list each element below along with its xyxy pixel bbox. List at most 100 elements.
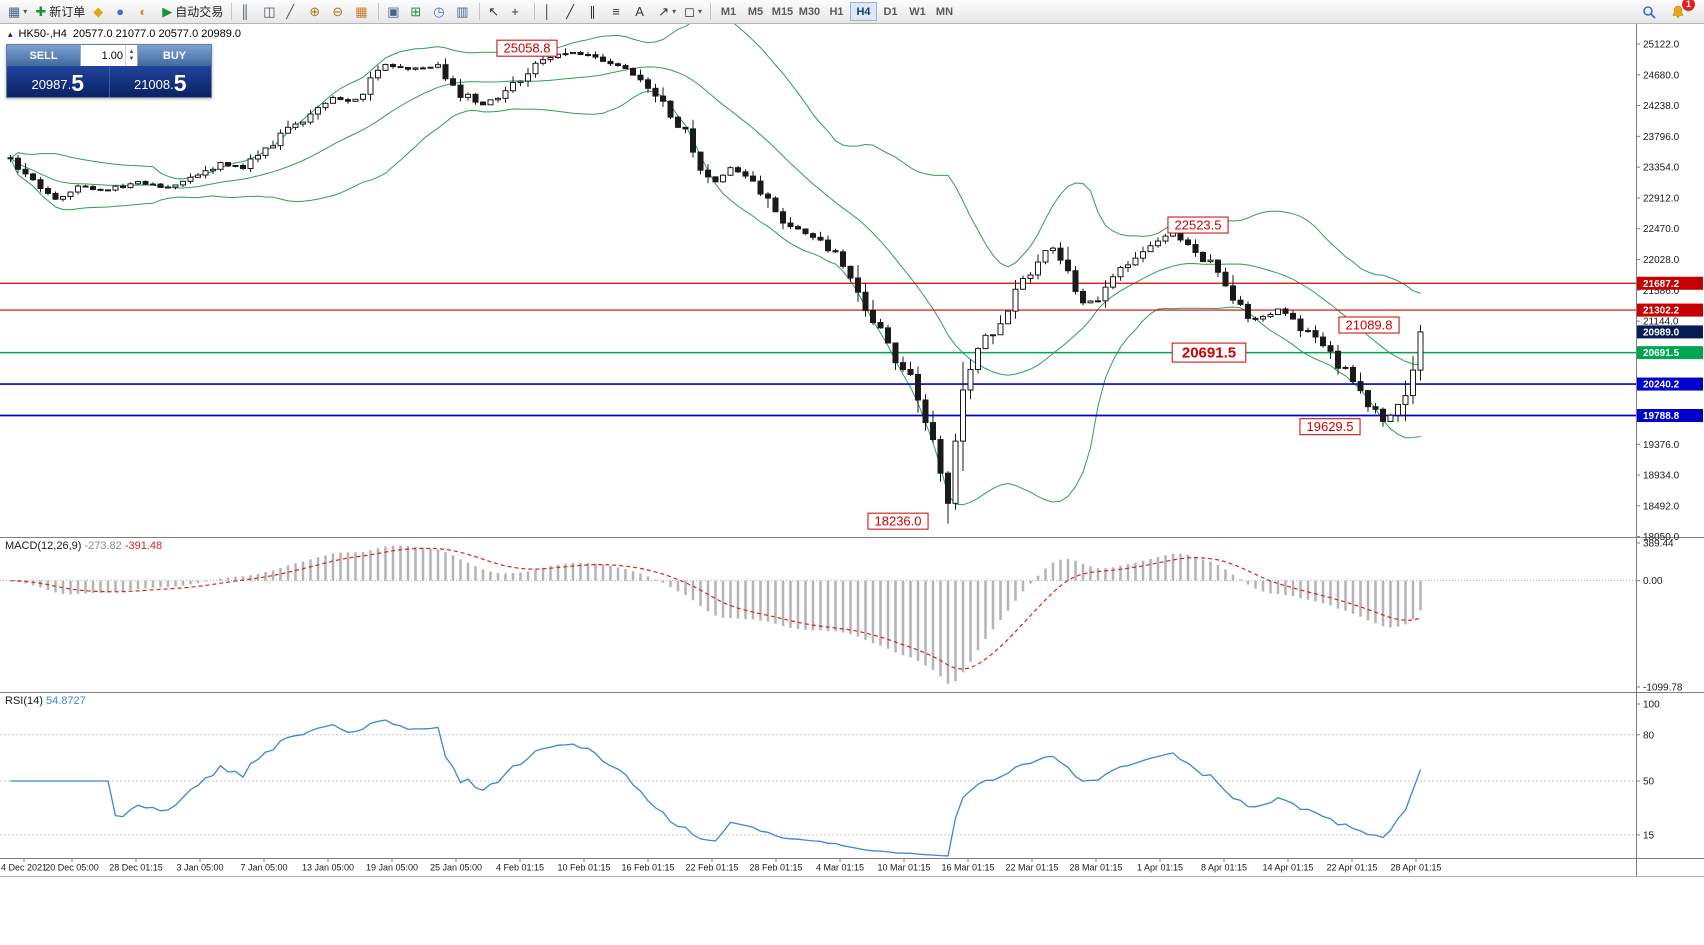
new-order-button[interactable]: ✚ 新订单 [31, 1, 89, 22]
timeframe-w1-button[interactable]: W1 [904, 2, 931, 21]
timeframe-h1-button[interactable]: H1 [823, 2, 850, 21]
volume-up-icon[interactable]: ▲ [128, 48, 135, 55]
buy-price-pips: 5 [173, 70, 187, 96]
candlestick-chart-button[interactable]: ◫ [259, 1, 282, 22]
vertical-line-button[interactable]: │ [539, 1, 562, 22]
chart-label-25058.8[interactable] [496, 39, 558, 57]
zoom-out-icon: ⊖ [332, 4, 344, 19]
chart-label-18236.0[interactable] [867, 512, 929, 530]
period-button[interactable]: ◷ [429, 1, 452, 22]
chart-shift-button[interactable]: ▥ [452, 1, 475, 22]
sell-button[interactable]: SELL [7, 45, 80, 66]
rsi-indicator [0, 719, 1636, 857]
zoom-in-icon: ⊕ [309, 4, 321, 19]
chart-label-21089.8[interactable] [1338, 316, 1400, 334]
autotrade-icon: ▶ [162, 4, 173, 19]
price-badge-20691.5[interactable] [1637, 346, 1703, 360]
toolbar-right: 1 [1638, 0, 1700, 22]
tile-windows-button[interactable]: ▦ [351, 1, 374, 22]
price-badge-20240.2[interactable] [1637, 377, 1703, 391]
channel-button[interactable]: ∥ [585, 1, 608, 22]
volume-input[interactable] [81, 45, 125, 66]
volume-stepper[interactable]: ▲ ▼ [125, 45, 137, 66]
timeframe-m15-button[interactable]: M15 [769, 2, 796, 21]
main-toolbar: ▦ ▾ ✚ 新订单 ◆ ● ◐ ▶ 自动交易 ║ ◫ ╱ ⊕ ⊖ ▦ ▣ ⊞ ◷ ▥ ↖ + │ ╱ ∥ ≡ A ↗ ▾ ◻ ▾ M1 M5 M… [0, 0, 1704, 24]
line-chart-button[interactable]: ╱ [282, 1, 305, 22]
text-button[interactable]: A [631, 1, 654, 22]
bell-icon [1672, 5, 1684, 18]
new-chart-button[interactable]: ▦ ▾ [4, 1, 31, 22]
chart-label-text: 20691.5 [1182, 345, 1236, 362]
chart-label-22523.5[interactable] [1167, 216, 1229, 234]
shapes-button[interactable]: ◻ ▾ [680, 1, 706, 22]
rsi-axis[interactable]: 100 80 50 15 [1636, 700, 1660, 842]
arrows-button[interactable]: ↗ ▾ [654, 1, 680, 22]
line-chart-icon: ╱ [286, 4, 295, 19]
time-axis-label: 7 Jan 05:00 [240, 863, 287, 873]
timeframe-h4-button[interactable]: H4 [849, 2, 877, 21]
volume-down-icon[interactable]: ▼ [128, 55, 135, 62]
rsi-label-row: RSI(14) 54.8727 [5, 695, 86, 707]
crosshair-button[interactable]: + [507, 1, 530, 22]
price-axis-label: 22912.0 [1643, 193, 1680, 204]
one-click-trading-panel: SELL ▲▼ BUY 20987. 5 21008. 5 [6, 44, 212, 98]
timeframe-m5-button[interactable]: M5 [742, 2, 769, 21]
price-axis-label: 25122.0 [1643, 40, 1680, 51]
time-axis-label: 13 Jan 05:00 [302, 863, 354, 873]
time-axis-label: 10 Mar 01:15 [877, 863, 930, 873]
toolbar-separator [479, 3, 481, 20]
price-badge-text: 20691.5 [1643, 348, 1680, 359]
search-button[interactable] [1638, 1, 1661, 22]
zoom-in-button[interactable]: ⊕ [305, 1, 328, 22]
price-badge-21302.2[interactable] [1637, 303, 1703, 317]
timeframe-m1-button[interactable]: M1 [715, 2, 742, 21]
price-badge-20989.0[interactable] [1637, 325, 1703, 339]
chart-label-19629.5[interactable] [1299, 418, 1361, 436]
chart-label-20691.5[interactable] [1171, 342, 1247, 363]
dropdown-caret-icon: ▾ [672, 7, 677, 16]
bar-chart-button[interactable]: ║ [236, 1, 259, 22]
timeframe-mn-button[interactable]: MN [931, 2, 958, 21]
time-axis-label: 28 Apr 01:15 [1390, 863, 1441, 873]
fibonacci-button[interactable]: ≡ [608, 1, 631, 22]
indicators-button[interactable]: ◆ [89, 1, 112, 22]
macd-axis-label: -1099.78 [1643, 683, 1683, 694]
price-axis-label: 24680.0 [1643, 70, 1680, 81]
candlestick-chart-icon: ◫ [263, 4, 276, 19]
macd-indicator [0, 545, 1636, 684]
community-button[interactable]: ◐ [135, 1, 158, 22]
one-click-toggle[interactable]: ▴ [8, 28, 13, 39]
price-axis-label: 22028.0 [1643, 255, 1680, 266]
price-axis[interactable]: 25122.0 24680.0 24238.0 23796.0 23354.0 22912… [1636, 40, 1703, 544]
notifications-button[interactable]: 1 [1667, 0, 1695, 22]
autotrade-button[interactable]: ▶ 自动交易 [158, 1, 227, 22]
buy-button[interactable]: BUY [138, 45, 211, 66]
price-badge-21687.2[interactable] [1637, 276, 1703, 290]
cursor-button[interactable]: ↖ [484, 1, 507, 22]
new-window-icon: ⊞ [410, 4, 422, 19]
macd-axis[interactable]: 389.44 0.00 -1099.78 [1636, 539, 1683, 694]
timeframe-d1-button[interactable]: D1 [877, 2, 904, 21]
candles [7, 48, 1424, 524]
cursor-icon: ↖ [488, 4, 500, 19]
new-window-button[interactable]: ⊞ [406, 1, 429, 22]
timeframe-m30-button[interactable]: M30 [796, 2, 823, 21]
new-order-icon: ✚ [35, 4, 47, 19]
price-badge-text: 21687.2 [1643, 279, 1680, 290]
tile-windows-icon: ▦ [355, 4, 368, 19]
zoom-out-button[interactable]: ⊖ [328, 1, 351, 22]
buy-price[interactable]: 21008. 5 [110, 66, 212, 97]
shapes-icon: ◻ [684, 4, 695, 19]
sell-price[interactable]: 20987. 5 [7, 66, 110, 97]
accounts-button[interactable]: ● [112, 1, 135, 22]
time-axis-label: 22 Feb 01:15 [685, 863, 738, 873]
arrange-windows-button[interactable]: ▣ [383, 1, 406, 22]
trendline-button[interactable]: ╱ [562, 1, 585, 22]
time-axis-label: 28 Dec 01:15 [109, 863, 163, 873]
toolbar-separator [709, 3, 711, 20]
price-axis-label: 18934.0 [1643, 471, 1680, 482]
price-badge-19788.8[interactable] [1637, 409, 1703, 423]
sell-price-pips: 5 [71, 70, 85, 96]
